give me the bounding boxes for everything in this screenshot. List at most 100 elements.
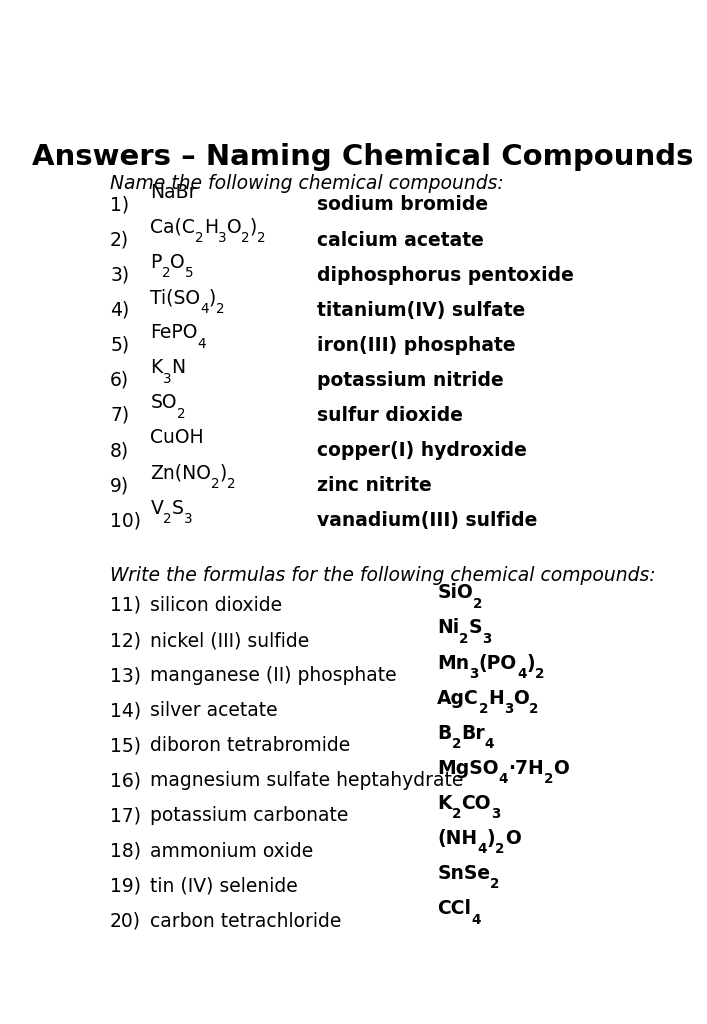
Text: 2: 2 (452, 807, 461, 821)
Text: 17): 17) (110, 807, 141, 825)
Text: H: H (489, 688, 504, 708)
Text: 2: 2 (544, 772, 554, 786)
Text: Zn(NO: Zn(NO (151, 464, 211, 482)
Text: ·7H: ·7H (508, 759, 544, 778)
Text: 2: 2 (211, 477, 220, 490)
Text: potassium nitride: potassium nitride (317, 371, 504, 390)
Text: zinc nitrite: zinc nitrite (317, 476, 432, 496)
Text: silicon dioxide: silicon dioxide (151, 596, 283, 615)
Text: 2: 2 (460, 632, 469, 646)
Text: 3: 3 (504, 702, 513, 716)
Text: B: B (437, 724, 452, 742)
Text: 4: 4 (498, 772, 508, 786)
Text: K: K (151, 358, 163, 377)
Text: 14): 14) (110, 701, 141, 720)
Text: N: N (171, 358, 185, 377)
Text: tin (IV) selenide: tin (IV) selenide (151, 877, 298, 896)
Text: 20): 20) (110, 911, 141, 931)
Text: 5: 5 (185, 266, 194, 281)
Text: 16): 16) (110, 771, 141, 791)
Text: Name the following chemical compounds:: Name the following chemical compounds: (110, 174, 504, 194)
Text: 12): 12) (110, 631, 141, 650)
Text: ): ) (526, 653, 535, 673)
Text: CO: CO (461, 794, 491, 813)
Text: 7): 7) (110, 406, 129, 425)
Text: sodium bromide: sodium bromide (317, 196, 488, 214)
Text: 2: 2 (479, 702, 489, 716)
Text: magnesium sulfate heptahydrate: magnesium sulfate heptahydrate (151, 771, 464, 791)
Text: sulfur dioxide: sulfur dioxide (317, 406, 463, 425)
Text: SiO: SiO (437, 584, 473, 602)
Text: iron(III) phosphate: iron(III) phosphate (317, 336, 515, 354)
Text: 3: 3 (218, 231, 227, 246)
Text: (NH: (NH (437, 829, 477, 848)
Text: titanium(IV) sulfate: titanium(IV) sulfate (317, 301, 525, 319)
Text: ): ) (250, 218, 257, 237)
Text: CuOH: CuOH (151, 428, 204, 447)
Text: 3: 3 (491, 807, 500, 821)
Text: calcium acetate: calcium acetate (317, 230, 484, 250)
Text: NaBr: NaBr (151, 183, 197, 202)
Text: copper(I) hydroxide: copper(I) hydroxide (317, 441, 527, 460)
Text: nickel (III) sulfide: nickel (III) sulfide (151, 631, 310, 650)
Text: 10): 10) (110, 511, 141, 530)
Text: 13): 13) (110, 667, 141, 685)
Text: 3: 3 (482, 632, 491, 646)
Text: vanadium(III) sulfide: vanadium(III) sulfide (317, 511, 537, 530)
Text: 4: 4 (484, 737, 494, 752)
Text: FePO: FePO (151, 324, 198, 342)
Text: 15): 15) (110, 736, 141, 756)
Text: 1): 1) (110, 196, 129, 214)
Text: 5): 5) (110, 336, 129, 354)
Text: 2: 2 (473, 597, 482, 610)
Text: diboron tetrabromide: diboron tetrabromide (151, 736, 351, 756)
Text: 4: 4 (198, 337, 206, 350)
Text: AgC: AgC (437, 688, 479, 708)
Text: 2: 2 (195, 231, 204, 246)
Text: 4: 4 (200, 301, 209, 315)
Text: Br: Br (461, 724, 484, 742)
Text: 18): 18) (110, 842, 141, 860)
Text: 3): 3) (110, 265, 129, 285)
Text: 11): 11) (110, 596, 141, 615)
Text: O: O (170, 253, 185, 272)
Text: O: O (554, 759, 569, 778)
Text: 2): 2) (110, 230, 129, 250)
Text: O: O (227, 218, 241, 237)
Text: 8): 8) (110, 441, 129, 460)
Text: 4: 4 (517, 667, 526, 681)
Text: Ni: Ni (437, 618, 460, 637)
Text: manganese (II) phosphate: manganese (II) phosphate (151, 667, 397, 685)
Text: O: O (505, 829, 520, 848)
Text: 4: 4 (477, 843, 486, 856)
Text: SnSe: SnSe (437, 864, 490, 883)
Text: Answers – Naming Chemical Compounds: Answers – Naming Chemical Compounds (32, 142, 693, 171)
Text: S: S (469, 618, 482, 637)
Text: ): ) (209, 288, 216, 307)
Text: H: H (204, 218, 218, 237)
Text: 2: 2 (162, 266, 170, 281)
Text: 19): 19) (110, 877, 141, 896)
Text: 2: 2 (495, 843, 505, 856)
Text: 4): 4) (110, 301, 129, 319)
Text: 2: 2 (535, 667, 544, 681)
Text: SO: SO (151, 393, 177, 413)
Text: 9): 9) (110, 476, 129, 496)
Text: 2: 2 (177, 407, 185, 421)
Text: potassium carbonate: potassium carbonate (151, 807, 349, 825)
Text: 2: 2 (490, 878, 500, 892)
Text: 2: 2 (530, 702, 539, 716)
Text: diphosphorus pentoxide: diphosphorus pentoxide (317, 265, 574, 285)
Text: K: K (437, 794, 452, 813)
Text: Write the formulas for the following chemical compounds:: Write the formulas for the following che… (110, 566, 656, 585)
Text: 3: 3 (469, 667, 479, 681)
Text: 2: 2 (241, 231, 250, 246)
Text: ): ) (220, 464, 227, 482)
Text: Ca(C: Ca(C (151, 218, 195, 237)
Text: MgSO: MgSO (437, 759, 498, 778)
Text: ammonium oxide: ammonium oxide (151, 842, 314, 860)
Text: CCl: CCl (437, 899, 471, 919)
Text: P: P (151, 253, 162, 272)
Text: silver acetate: silver acetate (151, 701, 278, 720)
Text: 4: 4 (471, 912, 481, 927)
